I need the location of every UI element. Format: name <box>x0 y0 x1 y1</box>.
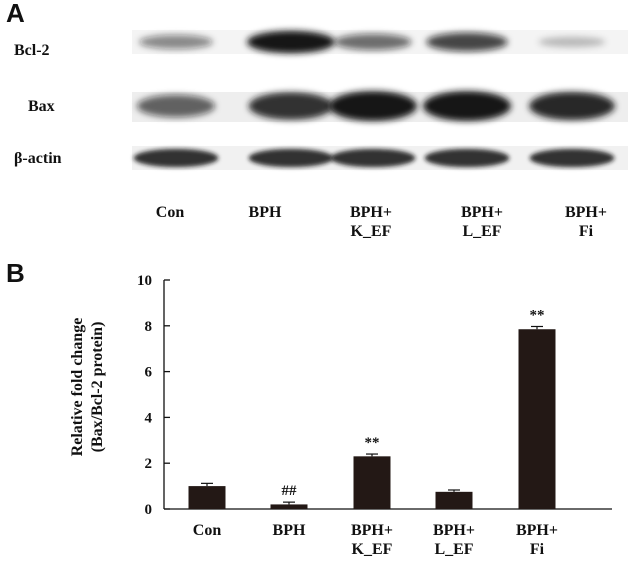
blot-band <box>329 91 417 121</box>
x-tick-label-line2: L_EF <box>434 541 473 558</box>
bar <box>188 486 226 509</box>
blot-band <box>424 148 510 168</box>
y-tick-label: 8 <box>145 319 153 335</box>
x-tick-label: Con <box>193 522 222 539</box>
y-axis-label-line1: Relative fold change <box>69 318 86 457</box>
x-tick-label: BPH+ <box>351 522 393 539</box>
x-tick-label: BPH+ <box>433 522 475 539</box>
significance-label: ## <box>282 483 298 499</box>
y-tick-label: 0 <box>145 502 153 518</box>
bar <box>435 491 473 509</box>
panel-b-letter: B <box>6 258 25 288</box>
blot-band <box>334 33 412 51</box>
x-tick-label-line2: Fi <box>530 541 545 558</box>
blot-band <box>136 94 216 118</box>
lane-label-con: Con <box>155 204 185 221</box>
blot-band <box>538 36 606 48</box>
lane-label-bph-fi: BPH+ Fi <box>564 204 607 240</box>
y-axis-label-line2: (Bax/Bcl-2 protein) <box>89 322 106 453</box>
blot-label-bcl2: Bcl-2 <box>14 42 50 59</box>
lane-label-bph: BPH <box>248 204 282 221</box>
x-tick-label: BPH+ <box>516 522 558 539</box>
y-tick-label: 6 <box>145 365 153 381</box>
blot-band <box>426 32 508 52</box>
blot-label-bax: Bax <box>28 98 55 115</box>
panel-a-letter: A <box>6 0 25 28</box>
blot-band <box>330 148 416 168</box>
lane-label-bph-l-ef: BPH+ L_EF <box>460 204 503 240</box>
x-tick-label-line2: K_EF <box>352 541 393 558</box>
bar <box>353 456 391 509</box>
blot-band <box>248 148 334 168</box>
y-tick-label: 10 <box>137 273 152 289</box>
blot-band <box>139 34 213 50</box>
western-blot-image <box>132 30 628 170</box>
significance-label: ** <box>530 307 545 323</box>
blot-band <box>247 30 335 54</box>
blot-band <box>529 148 615 168</box>
blot-band <box>423 91 511 121</box>
significance-label: ** <box>365 435 380 451</box>
blot-band <box>133 148 219 168</box>
blot-band <box>529 91 615 121</box>
bar-chart: Relative fold change (Bax/Bcl-2 protein)… <box>69 273 612 558</box>
lane-label-bph-k-ef: BPH+ K_EF <box>349 204 392 240</box>
blot-band <box>248 92 334 120</box>
bar <box>270 504 308 509</box>
blot-label-beta-actin: β-actin <box>14 150 62 167</box>
bar <box>518 329 556 509</box>
x-tick-label: BPH <box>273 522 306 539</box>
y-tick-label: 4 <box>145 410 153 426</box>
y-tick-label: 2 <box>145 456 153 472</box>
